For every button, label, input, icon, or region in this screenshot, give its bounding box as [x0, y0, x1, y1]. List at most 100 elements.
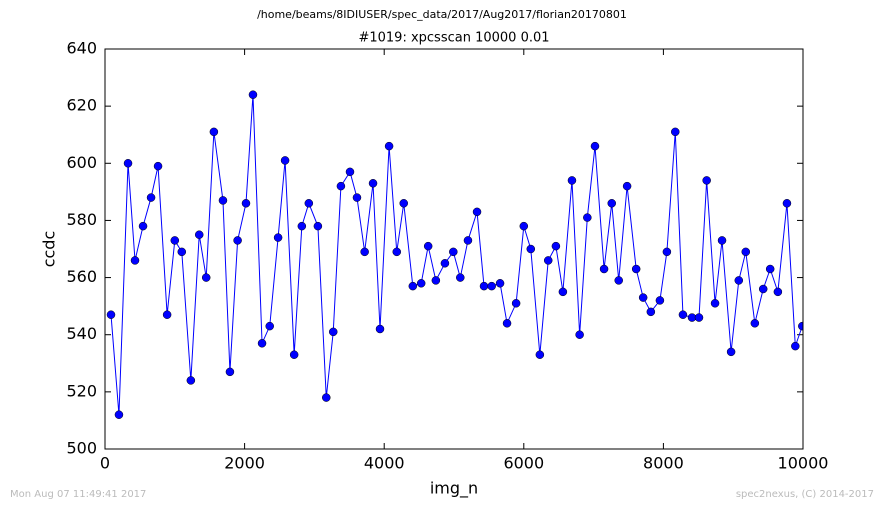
- data-point: [495, 279, 505, 288]
- data-point: [280, 156, 290, 165]
- y-tick-label: 540: [66, 324, 97, 343]
- data-point: [631, 264, 641, 274]
- data-point: [114, 410, 124, 419]
- data-point: [449, 247, 458, 257]
- y-tick-label: 520: [66, 381, 97, 400]
- y-axis-label: ccdc: [40, 231, 59, 268]
- data-point: [225, 367, 235, 377]
- y-tick-label: 500: [66, 439, 97, 458]
- data-point: [717, 236, 727, 245]
- data-point: [130, 256, 140, 265]
- data-point: [392, 247, 402, 257]
- data-point: [218, 196, 228, 205]
- data-point: [345, 167, 355, 177]
- data-point: [607, 199, 616, 208]
- data-point: [502, 319, 512, 328]
- data-point: [328, 327, 338, 337]
- data-point: [487, 281, 496, 291]
- data-point: [408, 281, 418, 291]
- data-point: [431, 276, 441, 285]
- data-point: [368, 179, 378, 188]
- data-point: [123, 159, 133, 168]
- data-line: [110, 94, 803, 415]
- chart-subtitle: /home/beams/8IDIUSER/spec_data/2017/Aug2…: [257, 8, 627, 21]
- data-point: [241, 199, 251, 208]
- y-tick-label: 640: [66, 39, 97, 58]
- data-point: [289, 350, 299, 359]
- data-point: [543, 256, 553, 265]
- x-tick-label: 2000: [224, 454, 265, 473]
- data-point: [162, 310, 172, 319]
- x-tick-label: 8000: [643, 454, 684, 473]
- data-point: [773, 287, 783, 297]
- data-point: [678, 310, 688, 319]
- y-tick-label: 600: [66, 153, 97, 172]
- x-tick-label: 0: [100, 454, 110, 473]
- data-point: [519, 221, 529, 231]
- data-point: [360, 247, 369, 257]
- data-point: [146, 193, 156, 202]
- data-point: [671, 127, 680, 137]
- data-point: [782, 199, 792, 208]
- data-point: [456, 273, 465, 282]
- data-point: [765, 264, 775, 274]
- data-point: [798, 321, 803, 331]
- data-point: [734, 276, 744, 285]
- data-point: [750, 319, 760, 328]
- data-point: [558, 287, 568, 297]
- data-point: [463, 236, 473, 245]
- data-point: [511, 299, 521, 308]
- data-point: [352, 193, 362, 202]
- data-point: [201, 273, 211, 282]
- data-point: [758, 284, 768, 294]
- data-point: [583, 213, 592, 222]
- data-point: [702, 176, 711, 185]
- chart-title: #1019: xpcsscan 10000 0.01: [358, 31, 549, 46]
- data-point: [710, 299, 720, 308]
- data-point: [726, 347, 736, 357]
- data-point: [479, 281, 489, 291]
- data-point: [153, 161, 163, 171]
- data-point: [416, 279, 426, 288]
- x-tick-label: 6000: [503, 454, 544, 473]
- data-point: [791, 341, 800, 351]
- series: [106, 90, 803, 419]
- data-point: [535, 350, 545, 359]
- data-point: [694, 313, 704, 322]
- data-point: [646, 307, 656, 317]
- data-point: [638, 293, 648, 302]
- data-point: [304, 199, 314, 208]
- plot-frame: [104, 48, 804, 450]
- data-point: [248, 90, 258, 99]
- data-point: [170, 236, 180, 245]
- data-point: [399, 199, 408, 208]
- y-tick-label: 580: [66, 210, 97, 229]
- data-point: [273, 233, 283, 242]
- y-tick-label: 620: [66, 96, 97, 115]
- timestamp: Mon Aug 07 11:49:41 2017: [10, 489, 146, 500]
- data-point: [336, 181, 346, 191]
- data-point: [614, 276, 623, 285]
- data-point: [186, 376, 196, 385]
- data-point: [257, 339, 267, 348]
- data-point: [177, 247, 187, 257]
- data-point: [297, 221, 307, 231]
- data-point: [440, 259, 450, 268]
- data-point: [322, 393, 331, 402]
- data-point: [567, 176, 577, 185]
- data-point: [233, 236, 242, 245]
- data-point: [194, 230, 204, 239]
- data-point: [106, 310, 116, 319]
- data-point: [551, 241, 561, 251]
- data-point: [209, 127, 219, 137]
- data-point: [622, 181, 632, 191]
- data-point: [138, 221, 148, 231]
- credit: spec2nexus, (C) 2014-2017: [736, 489, 874, 500]
- x-axis-label: img_n: [430, 479, 478, 499]
- data-point: [472, 207, 482, 217]
- data-point: [384, 141, 394, 151]
- data-point: [662, 247, 672, 257]
- data-point: [741, 247, 751, 257]
